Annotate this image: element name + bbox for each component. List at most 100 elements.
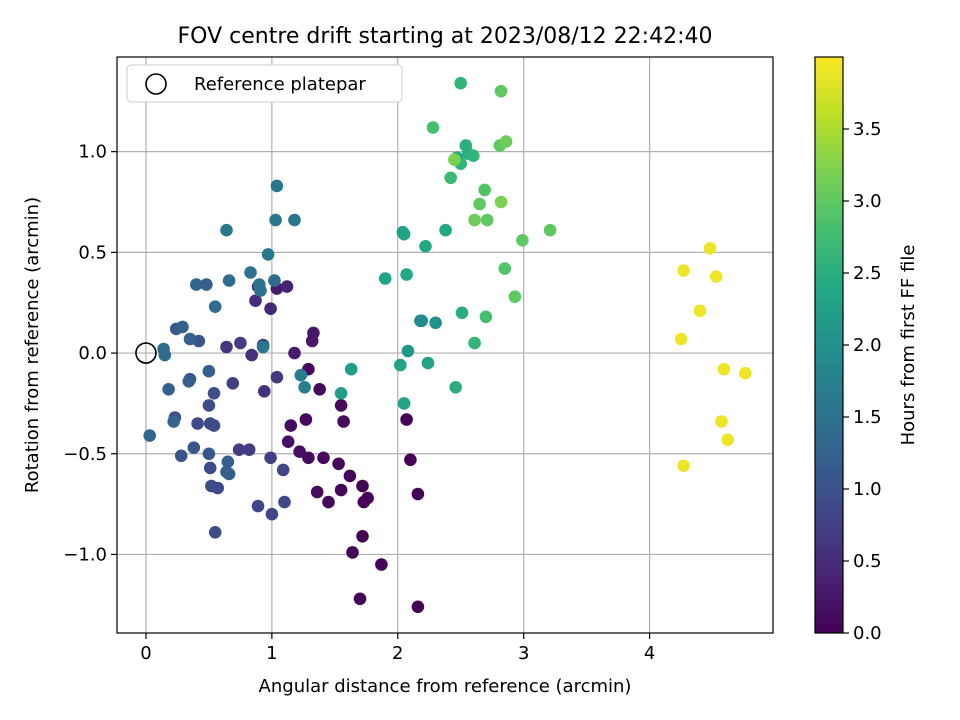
colorbar-tick-label: 1.5 bbox=[853, 407, 882, 428]
data-point bbox=[203, 461, 217, 475]
data-point bbox=[305, 334, 319, 348]
data-point bbox=[703, 242, 717, 255]
data-point bbox=[202, 364, 216, 378]
data-point bbox=[479, 310, 493, 324]
chart-title: FOV centre drift starting at 2023/08/12 … bbox=[178, 24, 713, 49]
colorbar-tick-label: 3.5 bbox=[853, 119, 882, 140]
data-point bbox=[244, 266, 257, 279]
data-point bbox=[397, 397, 411, 410]
data-point bbox=[356, 479, 369, 493]
data-point bbox=[494, 84, 508, 98]
colorbar-tick-label: 3.0 bbox=[853, 191, 882, 212]
data-point bbox=[543, 223, 557, 237]
colorbar-tick-label: 0.0 bbox=[853, 623, 882, 644]
data-point bbox=[265, 507, 279, 521]
data-point bbox=[183, 332, 197, 346]
data-point bbox=[375, 558, 388, 571]
data-point bbox=[404, 453, 417, 467]
data-point bbox=[258, 385, 271, 398]
data-point bbox=[454, 76, 468, 90]
data-points bbox=[143, 76, 752, 614]
x-axis-label: Angular distance from reference (arcmin) bbox=[259, 676, 632, 697]
data-point bbox=[249, 294, 262, 308]
data-point bbox=[221, 455, 235, 469]
colorbar: 0.0 0.5 1.0 1.5 2.0 2.5 3.0 3.5 Hours from firs… bbox=[814, 56, 919, 644]
colorbar-ticks: 0.0 0.5 1.0 1.5 2.0 2.5 3.0 3.5 bbox=[843, 119, 882, 644]
y-tick-label: 0.0 bbox=[78, 343, 107, 364]
data-point bbox=[343, 469, 357, 483]
data-point bbox=[478, 183, 492, 197]
reference-platepar-marker bbox=[135, 342, 157, 364]
data-point bbox=[254, 284, 267, 297]
data-point bbox=[334, 387, 348, 400]
y-tick-label: 1.0 bbox=[78, 142, 107, 163]
x-tick-label: 1 bbox=[266, 643, 277, 664]
data-point bbox=[356, 530, 369, 543]
colorbar-gradient bbox=[815, 57, 843, 633]
data-point bbox=[264, 451, 277, 465]
data-point bbox=[276, 463, 290, 477]
data-point bbox=[143, 429, 156, 442]
data-point bbox=[494, 195, 508, 209]
data-point bbox=[280, 280, 294, 293]
data-point bbox=[693, 304, 707, 318]
data-point bbox=[202, 399, 216, 412]
x-tick-label: 4 bbox=[644, 643, 655, 664]
data-point bbox=[242, 443, 256, 457]
gridlines bbox=[117, 57, 773, 633]
data-point bbox=[281, 435, 295, 449]
data-point bbox=[448, 153, 461, 166]
data-point bbox=[508, 290, 522, 304]
data-point bbox=[182, 375, 196, 388]
data-point bbox=[294, 368, 308, 382]
data-point bbox=[208, 300, 222, 314]
data-point bbox=[467, 149, 480, 162]
data-point bbox=[419, 240, 432, 253]
data-point bbox=[200, 278, 213, 291]
data-point bbox=[674, 332, 688, 346]
plot-frame bbox=[116, 56, 774, 634]
data-point bbox=[439, 223, 452, 237]
data-point bbox=[677, 459, 690, 473]
data-point bbox=[264, 302, 277, 316]
data-point bbox=[400, 268, 413, 281]
data-point bbox=[353, 592, 367, 606]
data-point bbox=[220, 465, 233, 479]
y-tick-label: −0.5 bbox=[63, 444, 107, 465]
data-point bbox=[715, 415, 728, 428]
data-point bbox=[739, 366, 752, 380]
data-point bbox=[334, 483, 348, 497]
data-point bbox=[444, 171, 458, 185]
data-point bbox=[717, 362, 731, 376]
data-point bbox=[313, 383, 327, 396]
data-point bbox=[288, 346, 301, 360]
data-point bbox=[299, 413, 313, 426]
data-point bbox=[317, 451, 330, 465]
data-point bbox=[310, 485, 324, 499]
x-tick-label: 3 bbox=[518, 643, 529, 664]
data-point bbox=[293, 445, 306, 459]
legend-box bbox=[126, 64, 403, 103]
data-point bbox=[220, 223, 233, 237]
colorbar-tick-label: 0.5 bbox=[853, 551, 882, 572]
data-point bbox=[167, 415, 180, 428]
data-point bbox=[174, 449, 188, 463]
data-point bbox=[455, 306, 469, 320]
colorbar-tick-label: 1.0 bbox=[853, 479, 882, 500]
data-point bbox=[710, 270, 723, 283]
data-point bbox=[322, 495, 335, 509]
data-point bbox=[400, 413, 413, 426]
data-point bbox=[449, 381, 463, 394]
data-point bbox=[270, 370, 284, 384]
y-axis-label: Rotation from reference (arcmin) bbox=[22, 197, 43, 493]
data-point bbox=[207, 419, 221, 432]
data-point bbox=[411, 487, 425, 501]
data-point bbox=[261, 248, 275, 261]
data-point bbox=[176, 320, 189, 334]
data-point bbox=[378, 272, 392, 285]
colorbar-tick-label: 2.0 bbox=[853, 335, 882, 356]
data-point bbox=[278, 495, 291, 509]
colorbar-tick-label: 2.5 bbox=[853, 263, 882, 284]
y-tick-label: −1.0 bbox=[63, 544, 107, 565]
